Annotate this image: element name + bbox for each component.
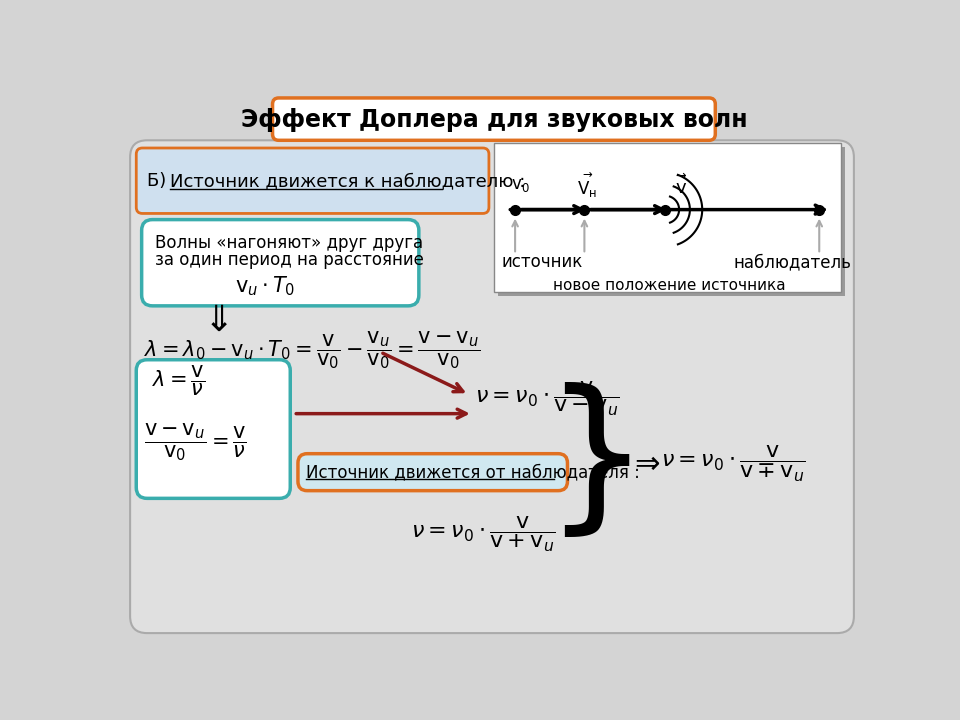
FancyBboxPatch shape (136, 360, 290, 498)
Text: Эффект Доплера для звуковых волн: Эффект Доплера для звуковых волн (241, 107, 748, 132)
FancyBboxPatch shape (498, 147, 845, 296)
Text: наблюдатель: наблюдатель (733, 253, 852, 271)
Text: $\overset{\to}{\mathrm{v}}$: $\overset{\to}{\mathrm{v}}$ (673, 173, 687, 197)
Text: $\nu = \nu_0 \cdot \dfrac{\mathrm{v}}{\mathrm{v} + \mathrm{v}_u}$: $\nu = \nu_0 \cdot \dfrac{\mathrm{v}}{\m… (411, 515, 556, 554)
Text: $\overset{\to}{\mathrm{V}_\text{н}}$: $\overset{\to}{\mathrm{V}_\text{н}}$ (577, 170, 597, 199)
Text: Волны «нагоняют» друг друга: Волны «нагоняют» друг друга (155, 234, 422, 252)
FancyBboxPatch shape (298, 454, 567, 490)
Text: ⇓: ⇓ (204, 305, 234, 338)
FancyBboxPatch shape (136, 148, 489, 213)
Text: $\dfrac{\mathrm{v} - \mathrm{v}_u}{\mathrm{v}_0} = \dfrac{\mathrm{v}}{\nu}$: $\dfrac{\mathrm{v} - \mathrm{v}_u}{\math… (144, 421, 247, 463)
Text: Б): Б) (147, 172, 172, 190)
Text: источник: источник (501, 253, 583, 271)
Text: новое положение источника: новое положение источника (553, 277, 785, 292)
FancyBboxPatch shape (142, 220, 419, 306)
Text: за один период на расстояние: за один период на расстояние (155, 251, 423, 269)
Text: $\nu = \nu_0 \cdot \dfrac{\mathrm{v}}{\mathrm{v} - \mathrm{v}_u}$: $\nu = \nu_0 \cdot \dfrac{\mathrm{v}}{\m… (475, 379, 620, 418)
Text: $\lambda = \lambda_0 - \mathrm{v}_u \cdot T_0 = \dfrac{\mathrm{v}}{\mathrm{v}_0}: $\lambda = \lambda_0 - \mathrm{v}_u \cdo… (144, 329, 480, 371)
FancyBboxPatch shape (494, 143, 841, 292)
FancyBboxPatch shape (273, 98, 715, 140)
Text: $\Rightarrow$: $\Rightarrow$ (629, 449, 661, 478)
FancyBboxPatch shape (131, 140, 853, 633)
Text: Источник движется к наблюдателю :: Источник движется к наблюдателю : (170, 172, 525, 190)
Text: $\mathrm{v}_0$: $\mathrm{v}_0$ (512, 176, 530, 194)
Text: $\lambda = \dfrac{\mathrm{v}}{\nu}$: $\lambda = \dfrac{\mathrm{v}}{\nu}$ (152, 364, 204, 397)
Text: $\nu = \nu_0 \cdot \dfrac{\mathrm{v}}{\mathrm{v} \mp \mathrm{v}_u}$: $\nu = \nu_0 \cdot \dfrac{\mathrm{v}}{\m… (661, 444, 806, 484)
Text: }: } (543, 382, 649, 545)
Text: Источник движется от наблюдателя :: Источник движется от наблюдателя : (305, 463, 639, 481)
Text: $\mathrm{v}_u \cdot T_0$: $\mathrm{v}_u \cdot T_0$ (234, 275, 295, 298)
